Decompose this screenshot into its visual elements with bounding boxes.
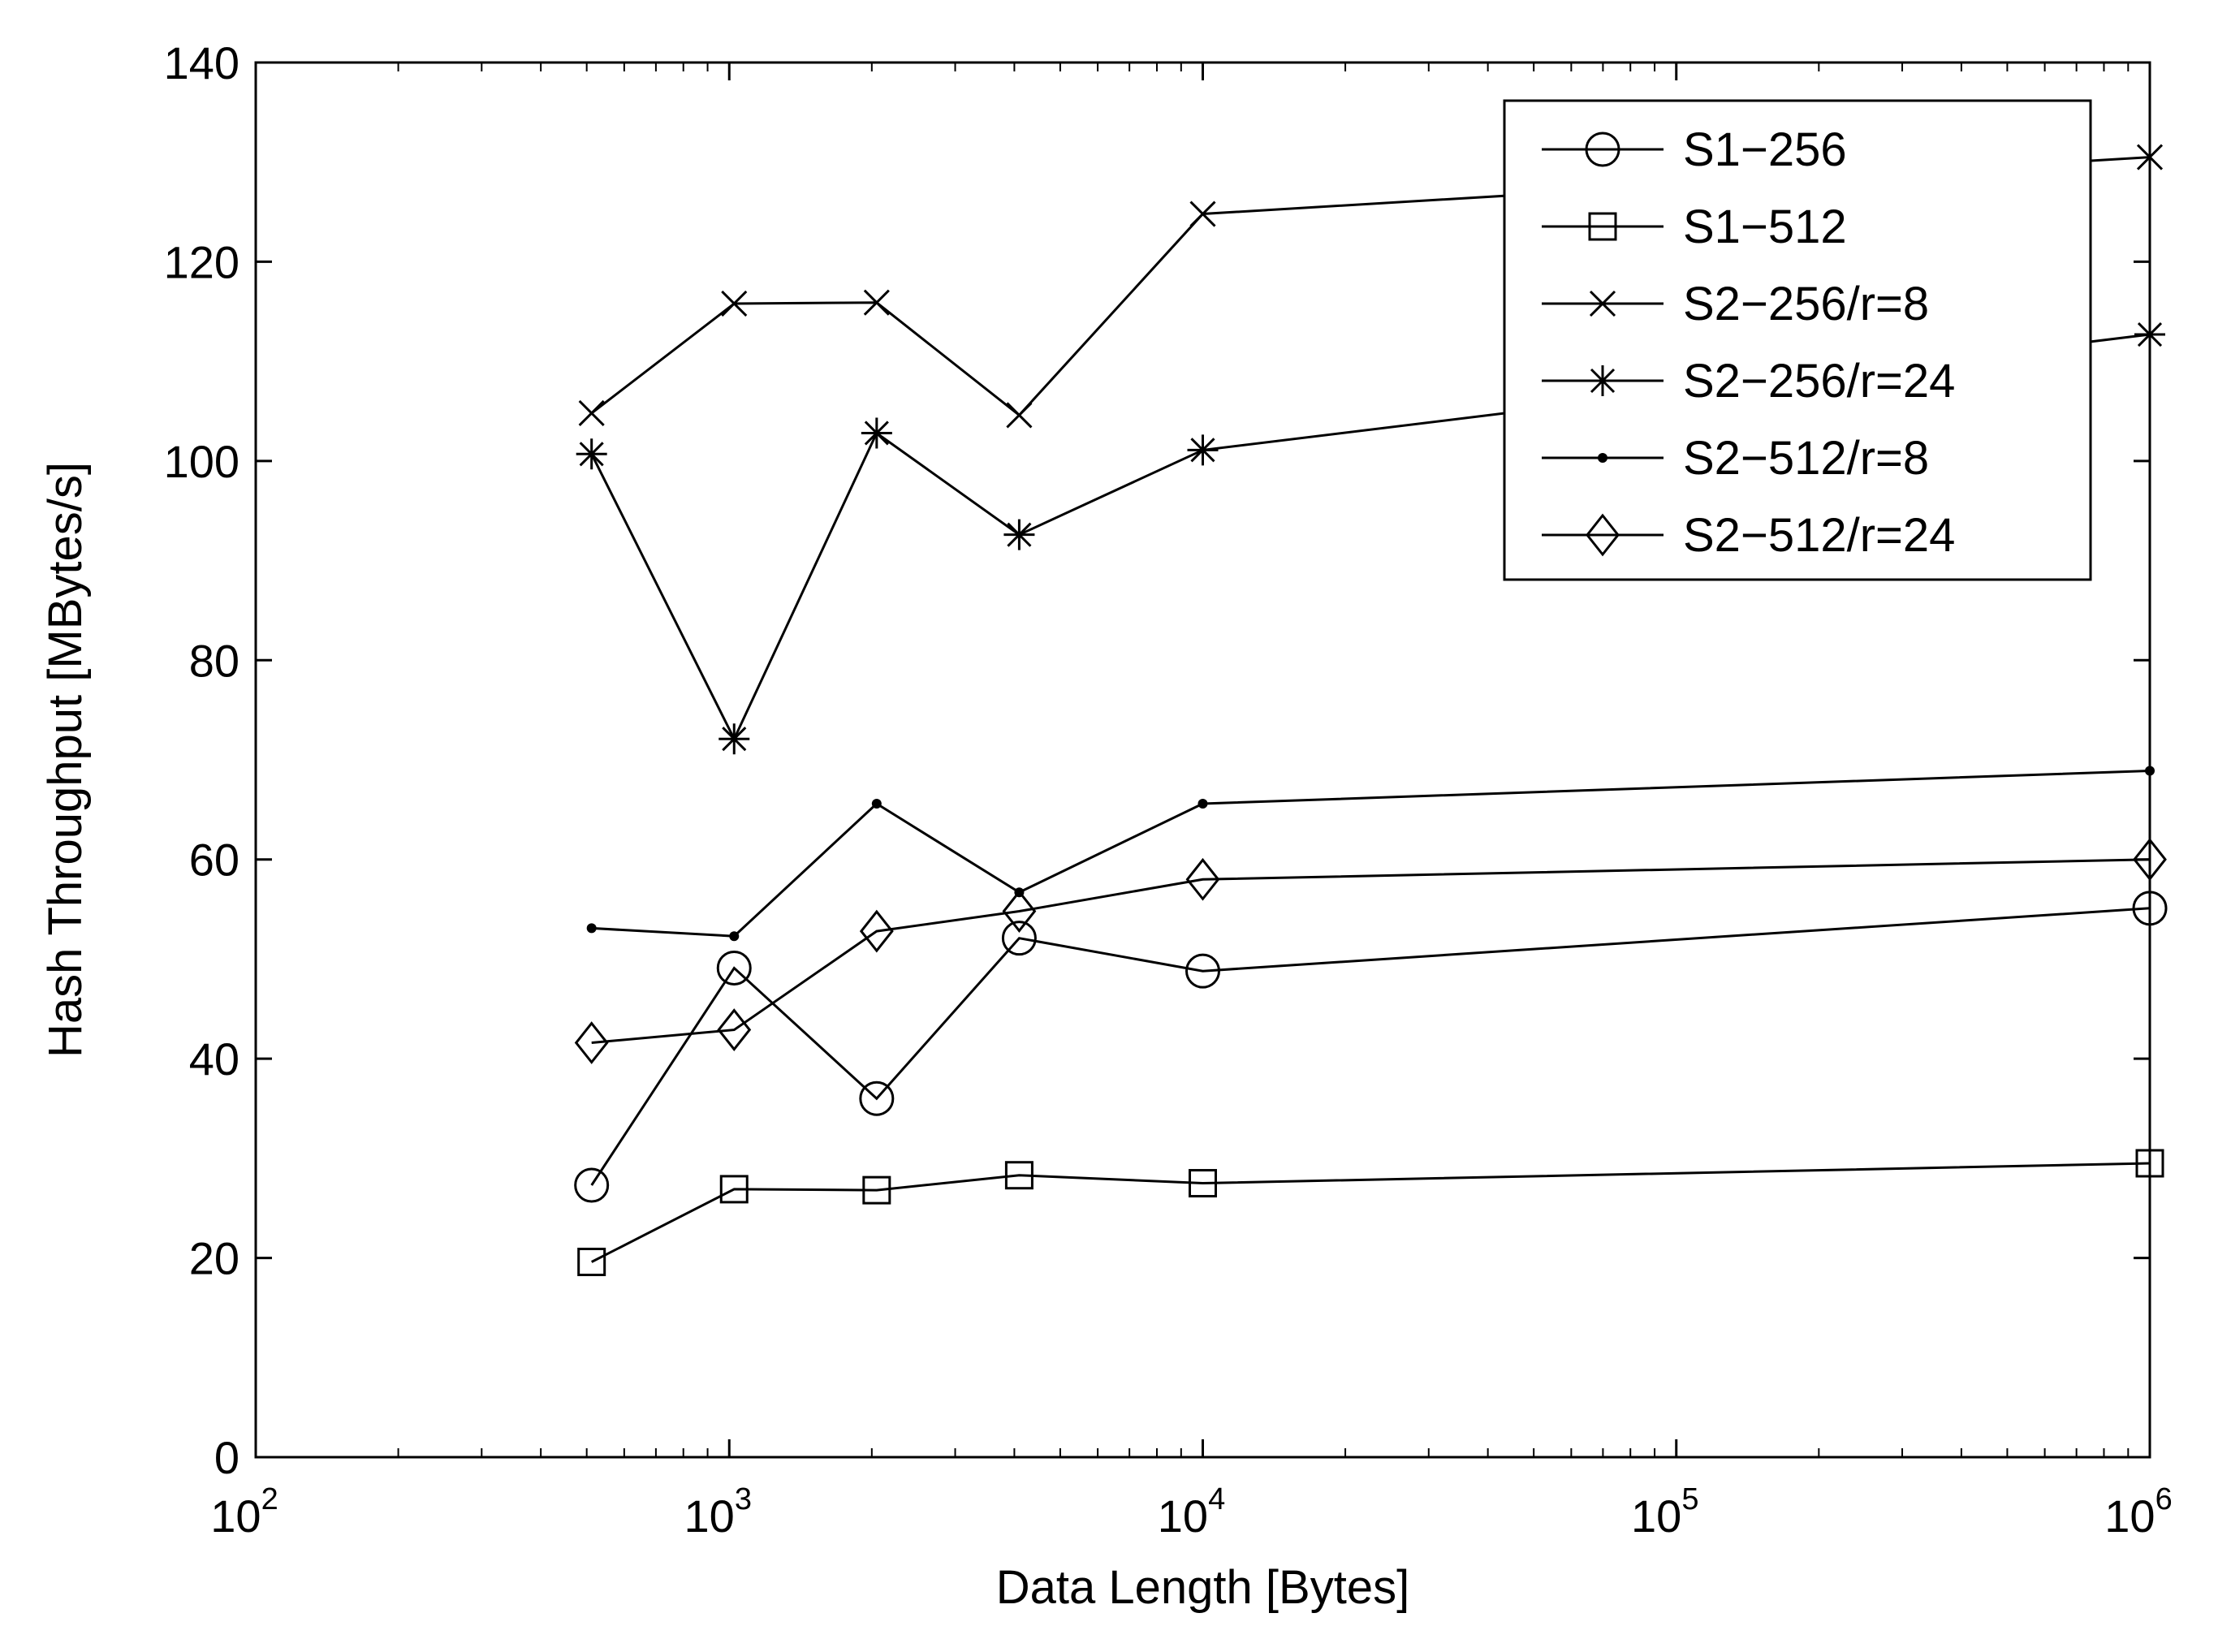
series-line	[590, 156, 2151, 417]
y-axis-title: Hash Throughput [MBytes/s]	[39, 462, 92, 1058]
legend-marker	[1588, 212, 1617, 241]
legend-marker	[1587, 365, 1618, 396]
legend-entry: S2−256/r=24	[1542, 355, 1955, 408]
x-tick-label: 102	[210, 1482, 278, 1542]
x-tick-label: 105	[1631, 1482, 1698, 1542]
series-line	[591, 770, 2151, 938]
data-point	[577, 1247, 606, 1276]
x-tick-exponent: 4	[1208, 1482, 1225, 1516]
x-tick-base: 10	[1158, 1490, 1208, 1542]
series-line	[590, 907, 2151, 1186]
data-point	[1189, 1169, 1217, 1198]
y-tick-label: 140	[164, 37, 239, 88]
series-square	[577, 1149, 2164, 1276]
y-tick-label: 80	[189, 635, 239, 686]
x-tick-exponent: 2	[261, 1482, 278, 1516]
legend-entry: S2−512/r=8	[1542, 432, 1929, 485]
data-point	[1197, 798, 1208, 809]
y-tick-label: 120	[164, 236, 239, 287]
data-point	[718, 723, 750, 755]
legend-entry: S1−256	[1542, 123, 1847, 176]
legend-marker	[1589, 290, 1616, 317]
data-point	[1185, 953, 1220, 989]
x-tick-label: 106	[2104, 1482, 2172, 1542]
x-tick-base: 10	[1631, 1490, 1681, 1542]
plot-marks	[574, 144, 2168, 1276]
legend-label: S1−512	[1683, 201, 1847, 253]
data-point	[1004, 1161, 1034, 1190]
data-point	[586, 923, 597, 934]
series-star	[576, 319, 2165, 755]
data-point	[576, 438, 607, 470]
data-point	[574, 1021, 609, 1064]
x-axis-title: Data Length [Bytes]	[996, 1561, 1409, 1614]
data-point	[721, 290, 748, 317]
legend-label: S2−512/r=24	[1683, 509, 1955, 562]
legend-entry: S2−256/r=8	[1542, 278, 1929, 330]
data-point	[574, 1167, 610, 1203]
legend-label: S2−512/r=8	[1683, 432, 1929, 485]
data-point	[1002, 890, 1037, 933]
data-point	[871, 798, 882, 809]
legend-marker	[1586, 513, 1620, 557]
series-line	[591, 1162, 2151, 1263]
data-point	[861, 417, 892, 449]
data-point	[862, 1175, 891, 1205]
legend: S1−256 S1−512 S2−256/r=8 S2−256/r=24 S2−512/…	[1503, 99, 2092, 581]
y-tick-label: 40	[189, 1033, 239, 1085]
data-point	[1001, 921, 1037, 956]
data-point	[1003, 519, 1035, 550]
data-point	[1006, 402, 1033, 429]
data-point	[859, 1080, 895, 1116]
legend-label: S1−256	[1683, 123, 1847, 176]
x-tick-base: 10	[210, 1490, 261, 1542]
data-point	[863, 289, 890, 316]
data-point	[859, 909, 894, 953]
x-tick-label: 103	[684, 1482, 752, 1542]
x-tick-exponent: 5	[1681, 1482, 1698, 1516]
y-tick-label: 60	[189, 835, 239, 886]
data-point	[717, 1008, 752, 1051]
x-tick-base: 10	[684, 1490, 735, 1542]
series-line	[590, 333, 2151, 742]
legend-entry: S1−512	[1542, 201, 1847, 253]
data-point	[729, 931, 740, 942]
x-tick-base: 10	[2104, 1490, 2155, 1542]
y-tick-label: 100	[164, 436, 239, 487]
y-tick-label: 20	[189, 1233, 239, 1284]
data-point	[1187, 434, 1219, 466]
series-circle	[574, 891, 2168, 1203]
y-tick-label: 0	[214, 1432, 239, 1483]
x-tick-exponent: 3	[735, 1482, 752, 1516]
legend-label: S2−256/r=8	[1683, 278, 1929, 330]
data-point	[1185, 857, 1220, 901]
x-tick-exponent: 6	[2155, 1482, 2173, 1516]
legend-box	[1503, 99, 2092, 581]
legend-entry: S2−512/r=24	[1542, 509, 1955, 562]
data-point	[1189, 201, 1216, 227]
series-line	[591, 858, 2151, 1044]
series-x	[578, 144, 2164, 429]
data-point	[578, 399, 605, 427]
legend-marker	[1585, 132, 1620, 167]
data-point	[719, 1175, 749, 1204]
data-point	[716, 950, 752, 986]
legend-label: S2−256/r=24	[1683, 355, 1955, 408]
legend-marker	[1598, 453, 1607, 463]
x-tick-label: 104	[1158, 1482, 1225, 1542]
